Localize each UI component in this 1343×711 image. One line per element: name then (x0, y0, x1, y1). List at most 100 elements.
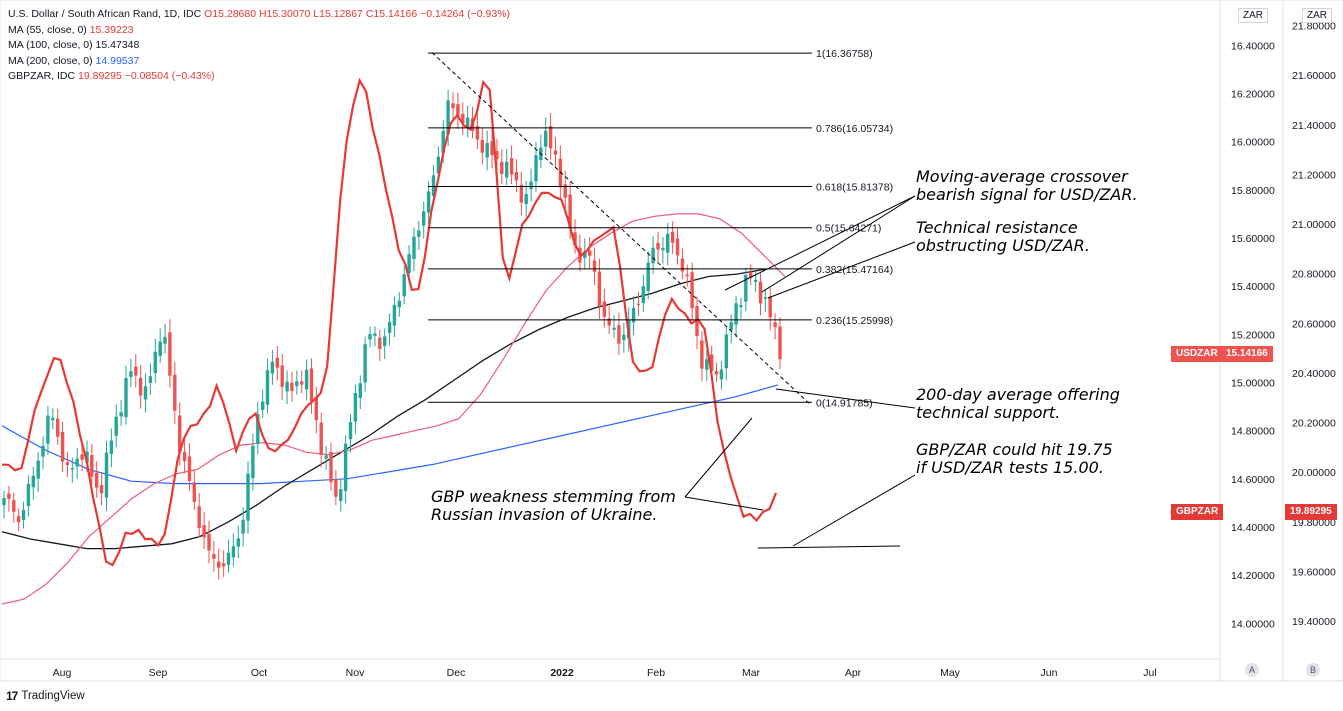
candle-body (617, 325, 621, 344)
legend-gbpzar-row[interactable]: GBPZAR, IDC 19.89295 −0.08504 (−0.43%) (8, 69, 510, 85)
candle-body (412, 236, 416, 259)
candle-body (607, 318, 611, 326)
tradingview-brand[interactable]: 17 TradingView (6, 689, 85, 703)
candle-body (417, 230, 421, 237)
candle-body (280, 365, 284, 387)
annotation-target: GBP/ZAR could hit 19.75 if USD/ZAR tests… (916, 441, 1113, 477)
candle-body (734, 303, 738, 325)
candle-body (753, 279, 758, 282)
candle-body (397, 300, 401, 308)
legend-ma100-row[interactable]: MA (100, close, 0) 15.47348 (8, 38, 510, 54)
candle-body (368, 334, 372, 340)
legend-ma200-value: 14.99537 (95, 54, 140, 67)
candle-body (202, 525, 206, 538)
annotation-support-line2: technical support. (916, 403, 1061, 422)
left-axis-currency[interactable]: ZAR (1238, 8, 1268, 23)
usdzar-axis-tick-2: 14.40000 (1231, 522, 1275, 534)
candle-body (217, 561, 221, 568)
candle-body (773, 322, 777, 328)
candle-body (314, 396, 318, 421)
legend-ma55-row[interactable]: MA (55, close, 0) 15.39223 (8, 23, 510, 39)
candle-body (441, 130, 445, 153)
usdzar-axis-tick-1: 14.20000 (1231, 570, 1275, 582)
candle-body (265, 370, 270, 405)
x-tick-jun: Jun (1041, 667, 1058, 679)
annotation-target-line2: if USD/ZAR tests 15.00. (916, 458, 1104, 477)
gbpzar-axis-tick-0: 19.40000 (1292, 616, 1336, 628)
candle-body (60, 432, 65, 462)
gbp-pointer-2 (684, 496, 764, 511)
crossover-pointer-2 (761, 195, 916, 293)
gbp-pointer-1 (684, 417, 753, 498)
annotation-target-line1: GBP/ZAR could hit 19.75 (916, 440, 1113, 459)
secondary-scale-button[interactable]: B (1306, 663, 1320, 677)
candle-body (358, 383, 362, 398)
candle-body (519, 184, 523, 203)
candle-body (187, 456, 192, 481)
candle-body (65, 462, 70, 465)
gbpzar-axis-tick-11: 21.60000 (1292, 70, 1336, 82)
candle-body (109, 440, 114, 454)
x-tick-apr: Apr (845, 667, 862, 679)
candle-body (75, 458, 79, 467)
candle-body (763, 297, 768, 299)
right-axis-currency[interactable]: ZAR (1302, 8, 1332, 23)
candle-body (221, 563, 226, 567)
usdzar-axis-tick-3: 14.60000 (1231, 474, 1275, 486)
candle-body (636, 303, 641, 305)
legend-title: U.S. Dollar / South African Rand, 1D, ID… (8, 8, 202, 20)
legend-change: −0.14264 (−0.93%) (420, 8, 511, 20)
candle-body (583, 251, 587, 258)
candle-body (31, 475, 35, 488)
candle-body (436, 156, 441, 173)
ma100-line (1, 268, 766, 550)
candle-body (685, 274, 689, 277)
candle-body (163, 336, 167, 344)
candle-body (568, 194, 572, 229)
candle-body (138, 377, 143, 396)
candle-body (495, 151, 499, 159)
candle-body (631, 308, 636, 323)
x-tick-sep: Sep (149, 667, 168, 679)
usdzar-axis-tick-6: 15.20000 (1231, 329, 1275, 341)
annotation-resistance-line1: Technical resistance (916, 218, 1078, 237)
candle-body (192, 482, 196, 502)
candle-body (710, 354, 714, 371)
candle-body (104, 452, 109, 498)
candle-body (158, 341, 162, 356)
candle-body (339, 489, 343, 501)
candle-body (465, 117, 470, 128)
gbpzar-axis-tick-4: 20.20000 (1292, 418, 1336, 430)
gbpzar-line (1, 77, 778, 567)
candle-body (95, 472, 99, 488)
candle-body (383, 336, 387, 346)
gbpzar-axis-tick-5: 20.40000 (1292, 368, 1336, 380)
candle-body (490, 141, 494, 156)
ma200-line (1, 384, 779, 485)
candle-body (646, 262, 650, 291)
auto-scale-button[interactable]: A (1245, 663, 1259, 677)
candle-body (173, 374, 177, 411)
candle-body (690, 272, 694, 309)
gbpzar-axis-tick-10: 21.40000 (1292, 120, 1336, 132)
candle-body (348, 422, 353, 440)
annotation-gbp-line1: GBP weakness stemming from (431, 487, 676, 506)
candle-body (544, 130, 548, 147)
candle-body (514, 172, 519, 181)
candle-body (304, 369, 309, 390)
candle-body (778, 326, 782, 360)
annotation-crossover-line2: bearish signal for USD/ZAR. (916, 185, 1138, 204)
tradingview-wordmark: TradingView (21, 690, 85, 702)
annotation-gbp-line2: Russian invasion of Ukraine. (431, 505, 658, 524)
candle-body (178, 415, 182, 453)
candle-body (12, 500, 16, 512)
candle-body (480, 139, 484, 153)
candle-body (51, 417, 55, 421)
legend-symbol-row[interactable]: U.S. Dollar / South African Rand, 1D, ID… (8, 7, 510, 23)
candle-body (675, 238, 680, 256)
usdzar-axis-tick-10: 16.00000 (1231, 137, 1275, 149)
x-tick-mar: Mar (742, 667, 761, 679)
legend-ma200-row[interactable]: MA (200, close, 0) 14.99537 (8, 54, 510, 70)
x-tick-jul: Jul (1143, 667, 1156, 679)
